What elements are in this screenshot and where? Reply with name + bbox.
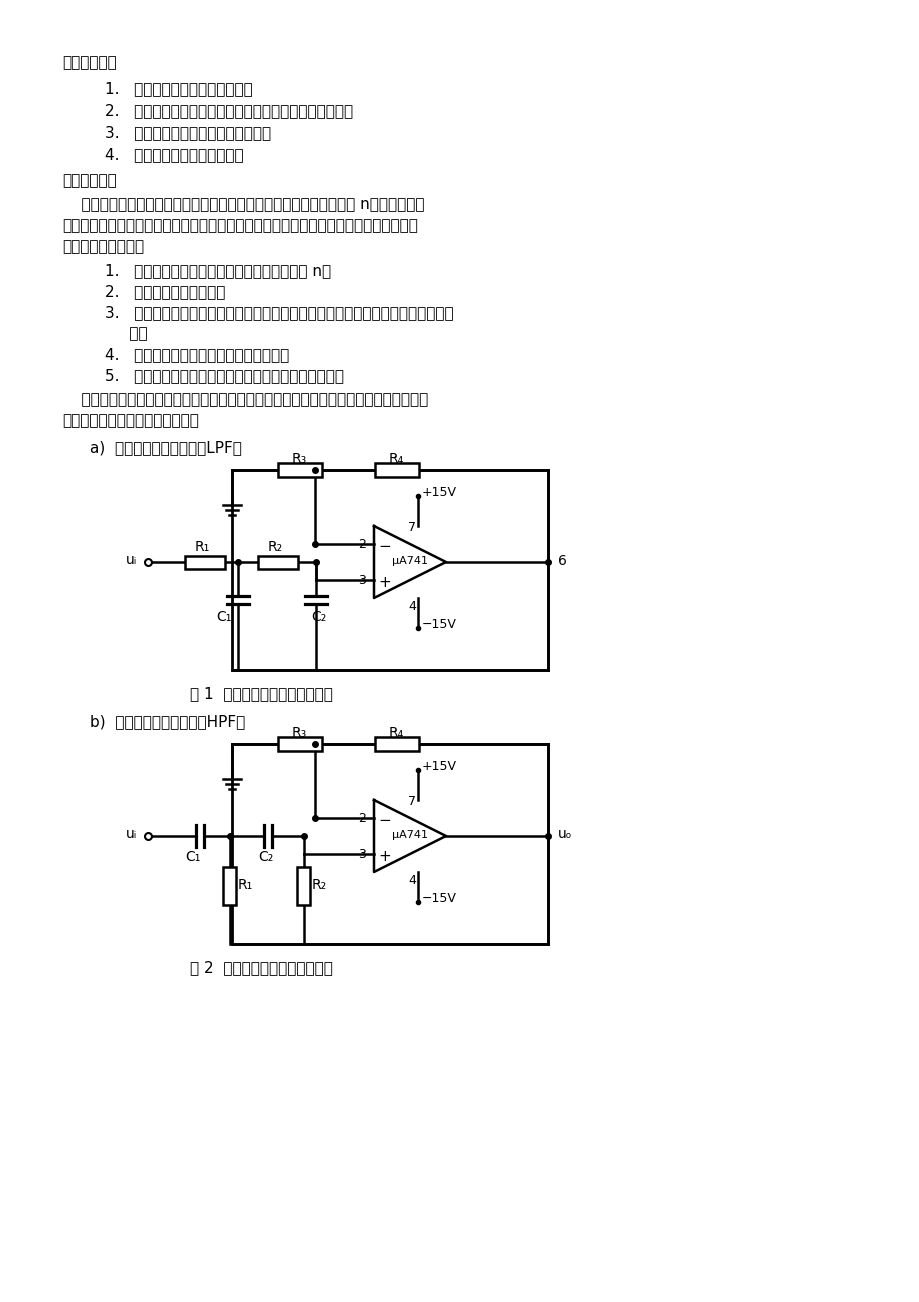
Bar bbox=[223, 867, 236, 905]
Bar bbox=[185, 556, 225, 569]
Text: R₃: R₃ bbox=[291, 727, 307, 740]
Text: 求，具体步骤如下：: 求，具体步骤如下： bbox=[62, 240, 144, 254]
Text: 图 2  压控电压源二阶高通滤波器: 图 2 压控电压源二阶高通滤波器 bbox=[190, 960, 333, 975]
Text: C₁: C₁ bbox=[185, 850, 200, 865]
Text: μA741: μA741 bbox=[391, 556, 427, 566]
Text: uᵢ: uᵢ bbox=[126, 553, 137, 566]
Text: R₄: R₄ bbox=[389, 452, 403, 466]
Text: 电路形式，算出电路中各元件的具体数值，安装电路和调试，使设计的滤波器满足指标要: 电路形式，算出电路中各元件的具体数值，安装电路和调试，使设计的滤波器满足指标要 bbox=[62, 217, 417, 233]
Bar bbox=[232, 470, 548, 671]
Text: R₂: R₂ bbox=[312, 878, 327, 892]
Text: 图 1  压控电压源二阶低通滤波器: 图 1 压控电压源二阶低通滤波器 bbox=[190, 686, 333, 700]
Bar bbox=[375, 737, 418, 751]
Text: uₒ: uₒ bbox=[558, 827, 572, 841]
Text: +15V: +15V bbox=[422, 760, 457, 773]
Text: 高通、带通与带阻等四种滤波器。: 高通、带通与带阻等四种滤波器。 bbox=[62, 413, 199, 428]
Text: 3: 3 bbox=[357, 574, 366, 587]
Text: b)  有源二阶高通滤波器（HPF）: b) 有源二阶高通滤波器（HPF） bbox=[90, 713, 245, 729]
Text: R₄: R₄ bbox=[389, 727, 403, 740]
Text: μA741: μA741 bbox=[391, 829, 427, 840]
Text: −15V: −15V bbox=[422, 618, 457, 631]
Text: 3.   根据电路的传递函数和归一化滤波器传递函数的分母多项式，建立起系数的方程: 3. 根据电路的传递函数和归一化滤波器传递函数的分母多项式，建立起系数的方程 bbox=[105, 305, 453, 320]
Text: C₂: C₂ bbox=[257, 850, 273, 865]
Text: a)  有源二阶低通滤波器（LPF）: a) 有源二阶低通滤波器（LPF） bbox=[90, 440, 242, 454]
Text: 2.   选择具体的电路形式。: 2. 选择具体的电路形式。 bbox=[105, 284, 225, 299]
Text: 二、实验原理: 二、实验原理 bbox=[62, 173, 117, 187]
Text: R₂: R₂ bbox=[267, 540, 283, 553]
Text: +: + bbox=[378, 575, 391, 590]
Bar bbox=[257, 556, 298, 569]
Bar bbox=[297, 867, 311, 905]
Bar bbox=[375, 464, 418, 477]
Text: 组。: 组。 bbox=[105, 326, 147, 341]
Text: C₁: C₁ bbox=[216, 611, 231, 624]
Bar bbox=[232, 743, 548, 944]
Text: 1.   掌握滤波器的滤波性能特点。: 1. 掌握滤波器的滤波性能特点。 bbox=[105, 81, 253, 96]
Text: R₁: R₁ bbox=[195, 540, 210, 553]
Text: −: − bbox=[378, 539, 391, 553]
Text: 一、实验目的: 一、实验目的 bbox=[62, 55, 117, 70]
Text: 3.   掌握滤波器主要参数的调试方法。: 3. 掌握滤波器主要参数的调试方法。 bbox=[105, 125, 271, 141]
Text: 7: 7 bbox=[407, 796, 415, 809]
Text: R₃: R₃ bbox=[291, 452, 307, 466]
Text: C₂: C₂ bbox=[311, 611, 326, 624]
Text: 3: 3 bbox=[357, 848, 366, 861]
Text: −15V: −15V bbox=[422, 892, 457, 905]
Text: 2.   掌握常规模拟滤波器的设计、实现、调试、测试方法。: 2. 掌握常规模拟滤波器的设计、实现、调试、测试方法。 bbox=[105, 103, 353, 118]
Bar bbox=[278, 464, 322, 477]
Text: 1.   根据阻带衰减速率要求，确定滤波器的阶数 n。: 1. 根据阻带衰减速率要求，确定滤波器的阶数 n。 bbox=[105, 263, 331, 279]
Text: 4.   解方程组求出电路中元件的具体数值。: 4. 解方程组求出电路中元件的具体数值。 bbox=[105, 348, 289, 362]
Text: 2: 2 bbox=[357, 538, 366, 551]
Text: 有源滤波器的设计，就是根据所给定的指标要求，确定滤波器的结束 n，选择具体的: 有源滤波器的设计，就是根据所给定的指标要求，确定滤波器的结束 n，选择具体的 bbox=[62, 197, 424, 212]
Text: 6: 6 bbox=[558, 553, 566, 568]
Text: 4: 4 bbox=[407, 600, 415, 613]
Text: R₁: R₁ bbox=[238, 878, 253, 892]
Text: uᵢ: uᵢ bbox=[126, 827, 137, 841]
Text: 4.   了解电路软件的仿真方法。: 4. 了解电路软件的仿真方法。 bbox=[105, 147, 244, 161]
Text: 7: 7 bbox=[407, 521, 415, 534]
Bar bbox=[278, 737, 322, 751]
Text: +: + bbox=[378, 849, 391, 865]
Text: −: − bbox=[378, 812, 391, 828]
Text: +15V: +15V bbox=[422, 486, 457, 499]
Text: 2: 2 bbox=[357, 812, 366, 825]
Text: 根据滤波器所能通过信号的频率范围或阻带信号频率范围的不同，滤波器可分为低通、: 根据滤波器所能通过信号的频率范围或阻带信号频率范围的不同，滤波器可分为低通、 bbox=[62, 392, 427, 408]
Text: 4: 4 bbox=[407, 874, 415, 887]
Text: 5.   安装电路并进行调试，使电路的性能满足指标要求。: 5. 安装电路并进行调试，使电路的性能满足指标要求。 bbox=[105, 368, 344, 383]
